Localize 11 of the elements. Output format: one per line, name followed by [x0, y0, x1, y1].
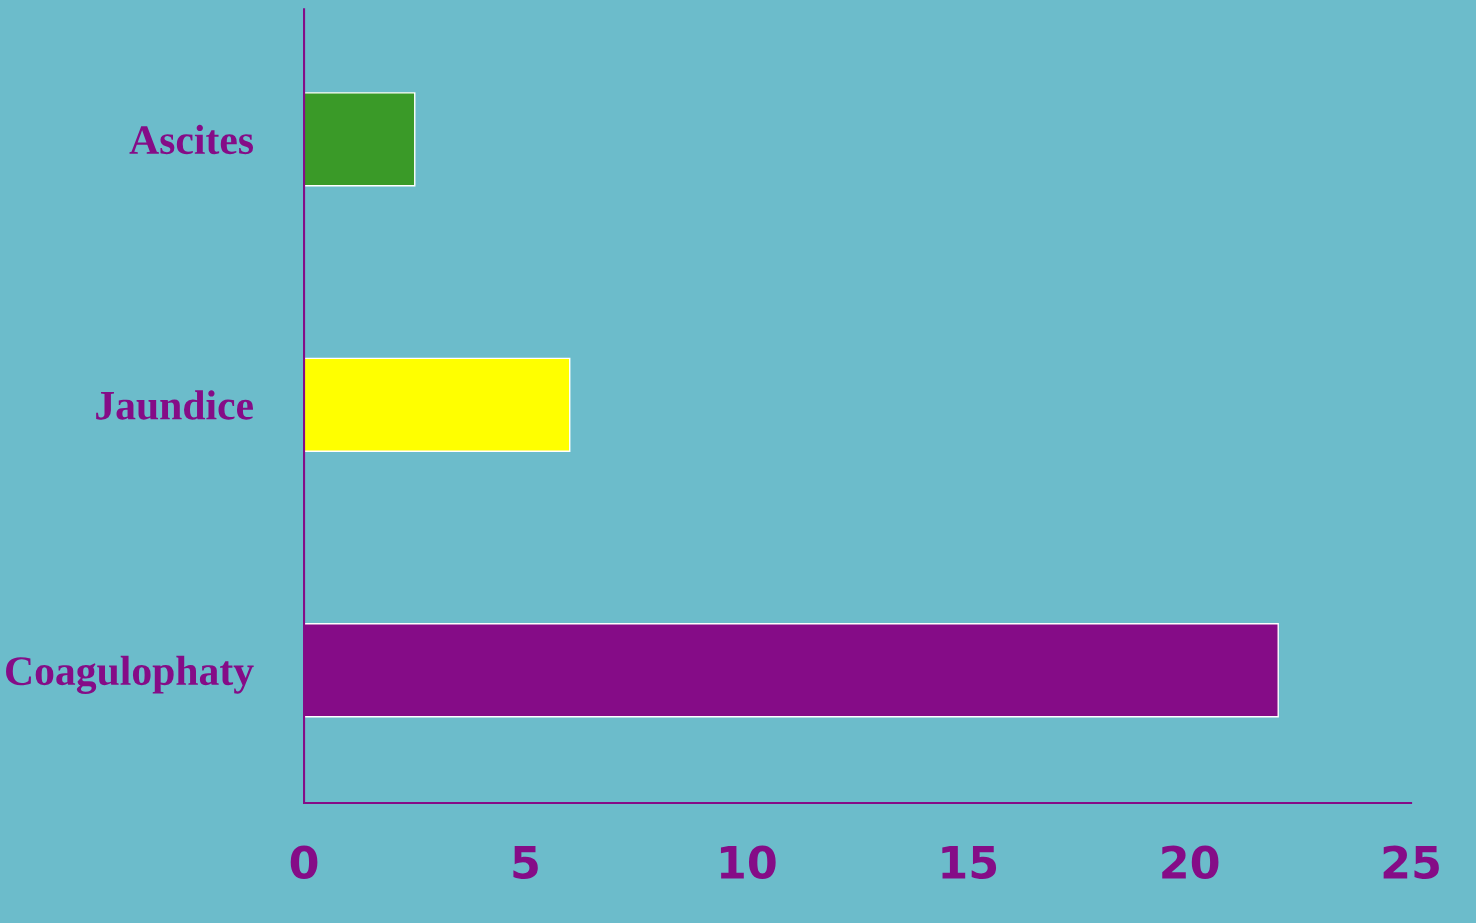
bar — [304, 357, 571, 452]
x-tick-label: 25 — [1383, 845, 1439, 880]
y-tick-label: Ascites — [129, 124, 254, 155]
bar — [304, 92, 416, 187]
y-tick-label: Jaundice — [96, 390, 253, 420]
y-tick-label: Coagulophaty — [6, 655, 254, 694]
x-tick-label: 5 — [513, 846, 538, 880]
x-tick-label: 20 — [1162, 845, 1219, 880]
x-tick-label: 15 — [942, 846, 997, 880]
x-tick-label: 10 — [720, 845, 776, 880]
x-tick-label: 0 — [290, 845, 318, 880]
